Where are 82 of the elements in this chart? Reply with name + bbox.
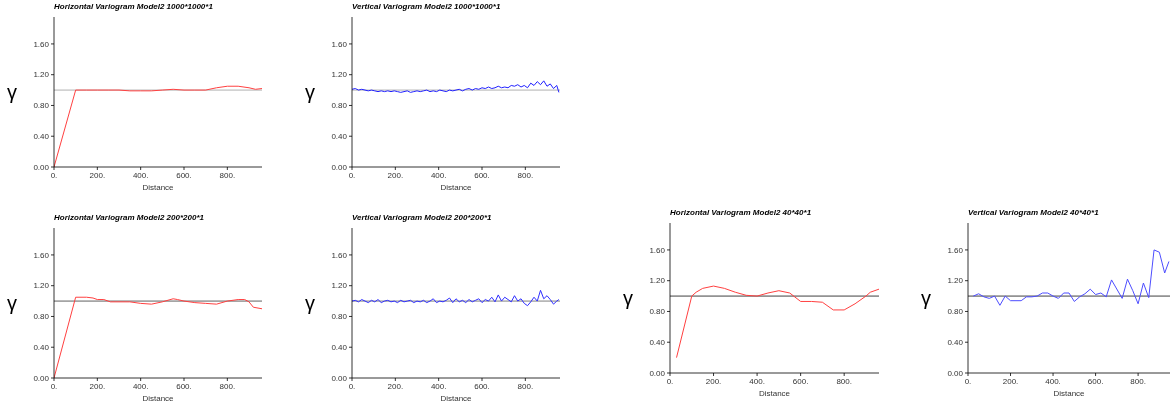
y-tick-label: 1.20 bbox=[331, 281, 348, 291]
y-tick-label: 1.60 bbox=[649, 245, 666, 255]
x-tick-label: 200. bbox=[89, 382, 106, 391]
y-tick-label: 1.60 bbox=[33, 39, 50, 49]
y-tick-label: 1.60 bbox=[947, 245, 964, 255]
chart-title: Vertical Variogram Model2 40*40*1 bbox=[968, 208, 1100, 217]
y-tick-label: 0.40 bbox=[947, 338, 964, 348]
chart-title: Horizontal Variogram Model2 40*40*1 bbox=[670, 208, 812, 217]
y-tick-label: 0.00 bbox=[331, 373, 348, 383]
y-tick-label: 1.20 bbox=[331, 70, 348, 80]
x-tick-label: 600. bbox=[176, 382, 192, 391]
x-tick-label: 600. bbox=[176, 171, 192, 180]
y-tick-label: 0.80 bbox=[331, 312, 348, 322]
x-tick-label: 400. bbox=[132, 171, 149, 180]
x-tick-label: 800. bbox=[836, 377, 852, 386]
y-axis-title: γ bbox=[305, 81, 315, 103]
x-tick-label: 400. bbox=[1045, 377, 1061, 386]
x-tick-label: 400. bbox=[430, 382, 447, 391]
x-axis-title: Distance bbox=[1053, 389, 1086, 398]
y-tick-label: 1.20 bbox=[33, 281, 50, 291]
chart-title: Vertical Variogram Model2 1000*1000*1 bbox=[352, 2, 501, 11]
x-tick-label: 400. bbox=[430, 171, 447, 180]
y-tick-label: 0.40 bbox=[331, 132, 348, 142]
x-tick-label: 800. bbox=[219, 171, 236, 180]
x-axis-title: Distance bbox=[440, 394, 473, 403]
x-tick-label: 400. bbox=[749, 377, 765, 386]
x-tick-label: 0. bbox=[348, 171, 356, 180]
x-tick-label: 600. bbox=[1087, 377, 1104, 386]
x-tick-label: 200. bbox=[387, 171, 404, 180]
x-axis-title: Distance bbox=[440, 183, 473, 192]
x-tick-label: 0. bbox=[964, 377, 972, 386]
y-tick-label: 0.00 bbox=[33, 373, 50, 383]
y-tick-label: 1.20 bbox=[947, 276, 964, 286]
x-tick-label: 0. bbox=[348, 382, 356, 391]
x-tick-label: 400. bbox=[132, 382, 149, 391]
x-tick-label: 0. bbox=[50, 382, 58, 391]
y-axis-title: γ bbox=[921, 287, 931, 309]
y-tick-label: 0.00 bbox=[33, 162, 50, 172]
y-tick-label: 0.40 bbox=[33, 343, 50, 353]
x-axis-title: Distance bbox=[142, 183, 175, 192]
line-series bbox=[352, 80, 560, 93]
x-tick-label: 600. bbox=[474, 171, 490, 180]
x-tick-label: 0. bbox=[666, 377, 674, 386]
y-tick-label: 0.00 bbox=[649, 368, 666, 378]
chart-title: Horizontal Variogram Model2 1000*1000*1 bbox=[54, 2, 214, 11]
x-axis-title: Distance bbox=[758, 389, 791, 398]
y-axis-title: γ bbox=[7, 292, 17, 314]
x-tick-label: 200. bbox=[89, 171, 106, 180]
chart-title: Horizontal Variogram Model2 200*200*1 bbox=[54, 213, 205, 222]
x-tick-label: 800. bbox=[517, 171, 534, 180]
y-tick-label: 0.00 bbox=[331, 162, 348, 172]
y-tick-label: 1.60 bbox=[331, 39, 348, 49]
y-tick-label: 0.80 bbox=[33, 101, 50, 111]
y-tick-label: 1.60 bbox=[331, 250, 348, 260]
x-tick-label: 600. bbox=[792, 377, 809, 386]
y-tick-label: 0.00 bbox=[947, 368, 964, 378]
x-tick-label: 800. bbox=[1130, 377, 1146, 386]
y-axis-title: γ bbox=[623, 287, 633, 309]
y-tick-label: 1.20 bbox=[33, 70, 50, 80]
x-tick-label: 200. bbox=[387, 382, 404, 391]
y-tick-label: 0.40 bbox=[649, 338, 666, 348]
y-tick-label: 0.80 bbox=[649, 307, 666, 317]
line-series bbox=[676, 285, 880, 359]
x-axis-title: Distance bbox=[142, 394, 175, 403]
y-tick-label: 0.80 bbox=[331, 101, 348, 111]
chart-title: Vertical Variogram Model2 200*200*1 bbox=[352, 213, 493, 222]
line-series bbox=[972, 249, 1170, 306]
y-tick-label: 0.40 bbox=[331, 343, 348, 353]
x-tick-label: 0. bbox=[50, 171, 58, 180]
y-tick-label: 0.40 bbox=[33, 132, 50, 142]
y-tick-label: 0.80 bbox=[33, 312, 50, 322]
y-axis-title: γ bbox=[7, 81, 17, 103]
y-tick-label: 1.20 bbox=[649, 276, 666, 286]
y-tick-label: 1.60 bbox=[33, 250, 50, 260]
x-tick-label: 200. bbox=[1002, 377, 1019, 386]
x-tick-label: 800. bbox=[219, 382, 236, 391]
y-tick-label: 0.80 bbox=[947, 307, 964, 317]
y-axis-title: γ bbox=[305, 292, 315, 314]
x-tick-label: 600. bbox=[474, 382, 490, 391]
x-tick-label: 200. bbox=[705, 377, 722, 386]
x-tick-label: 800. bbox=[517, 382, 534, 391]
line-series bbox=[352, 289, 560, 307]
